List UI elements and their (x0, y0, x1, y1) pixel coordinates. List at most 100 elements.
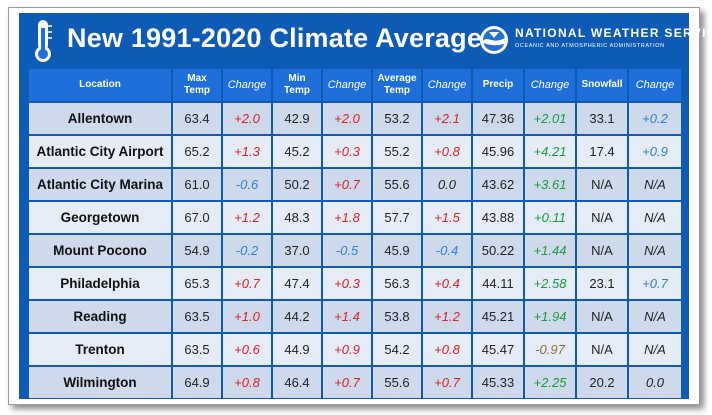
location-cell: Wilmington (29, 367, 171, 398)
avg-temp-cell: 53.8 (373, 301, 421, 332)
table-row: Atlantic City Airport 65.2 +1.3 45.2 +0.3 55.… (29, 136, 681, 167)
precip-cell: 47.36 (473, 103, 523, 134)
min-temp-cell: 47.4 (273, 268, 321, 299)
table-row: Philadelphia 65.3 +0.7 47.4 +0.3 56.3 +0.4 44.1… (29, 268, 681, 299)
min-temp-cell: 37.0 (273, 235, 321, 266)
min-temp-change-cell: +0.7 (323, 169, 371, 200)
snowfall-change-cell: 0.0 (629, 367, 681, 398)
table-header-row: Location Max Temp Change Min Temp Change Aver… (29, 69, 681, 101)
max-temp-cell: 65.2 (173, 136, 221, 167)
precip-change-cell: +4.21 (525, 136, 575, 167)
climate-panel: New 1991-2020 Climate Averages NATIONAL … (19, 13, 712, 400)
precip-change-cell: +2.01 (525, 103, 575, 134)
avg-temp-cell: 55.2 (373, 136, 421, 167)
precip-change-cell: +2.58 (525, 268, 575, 299)
precip-change-cell: +1.94 (525, 301, 575, 332)
avg-temp-change-cell: +0.8 (423, 136, 471, 167)
snowfall-cell: 33.1 (577, 103, 627, 134)
avg-temp-cell: 56.3 (373, 268, 421, 299)
column-header: Location (29, 69, 171, 101)
snowfall-cell: N/A (577, 334, 627, 365)
column-header: Min Temp (273, 69, 321, 101)
precip-cell: 45.96 (473, 136, 523, 167)
snowfall-change-cell: N/A (629, 235, 681, 266)
snowfall-cell: N/A (577, 301, 627, 332)
column-header: Change (223, 69, 271, 101)
max-temp-cell: 63.5 (173, 334, 221, 365)
max-temp-change-cell: +0.6 (223, 334, 271, 365)
max-temp-cell: 67.0 (173, 202, 221, 233)
precip-cell: 45.33 (473, 367, 523, 398)
header: New 1991-2020 Climate Averages NATIONAL … (19, 13, 712, 65)
location-cell: Georgetown (29, 202, 171, 233)
location-cell: Mount Pocono (29, 235, 171, 266)
min-temp-change-cell: -0.5 (323, 235, 371, 266)
min-temp-cell: 44.2 (273, 301, 321, 332)
avg-temp-cell: 54.2 (373, 334, 421, 365)
max-temp-cell: 64.9 (173, 367, 221, 398)
climate-table: Location Max Temp Change Min Temp Change Aver… (27, 67, 683, 400)
table-body: Allentown 63.4 +2.0 42.9 +2.0 53.2 +2.1 47.36 +2… (29, 103, 681, 398)
avg-temp-cell: 55.6 (373, 367, 421, 398)
min-temp-cell: 45.2 (273, 136, 321, 167)
max-temp-cell: 54.9 (173, 235, 221, 266)
precip-change-cell: +2.25 (525, 367, 575, 398)
min-temp-change-cell: +0.7 (323, 367, 371, 398)
max-temp-change-cell: +0.8 (223, 367, 271, 398)
snowfall-cell: 20.2 (577, 367, 627, 398)
avg-temp-change-cell: +1.5 (423, 202, 471, 233)
location-cell: Philadelphia (29, 268, 171, 299)
table-row: Trenton 63.5 +0.6 44.9 +0.9 54.2 +0.8 45.47 -0.9… (29, 334, 681, 365)
precip-change-cell: +3.61 (525, 169, 575, 200)
min-temp-cell: 46.4 (273, 367, 321, 398)
table-row: Reading 63.5 +1.0 44.2 +1.4 53.8 +1.2 45.21 +1.9… (29, 301, 681, 332)
table-row: Atlantic City Marina 61.0 -0.6 50.2 +0.7 55.6… (29, 169, 681, 200)
avg-temp-change-cell: -0.4 (423, 235, 471, 266)
table-row: Wilmington 64.9 +0.8 46.4 +0.7 55.6 +0.7 45.33 +… (29, 367, 681, 398)
column-header: Change (423, 69, 471, 101)
avg-temp-change-cell: +0.4 (423, 268, 471, 299)
precip-cell: 43.88 (473, 202, 523, 233)
max-temp-cell: 63.5 (173, 301, 221, 332)
snowfall-cell: N/A (577, 169, 627, 200)
page-title: New 1991-2020 Climate Averages (67, 23, 498, 53)
location-cell: Trenton (29, 334, 171, 365)
avg-temp-change-cell: 0.0 (423, 169, 471, 200)
avg-temp-change-cell: +1.2 (423, 301, 471, 332)
column-header: Average Temp (373, 69, 421, 101)
min-temp-cell: 48.3 (273, 202, 321, 233)
avg-temp-change-cell: +0.8 (423, 334, 471, 365)
thermometer-icon (35, 20, 52, 62)
max-temp-change-cell: -0.6 (223, 169, 271, 200)
agency-subtitle: OCEANIC AND ATMOSPHERIC ADMINISTRATION (515, 43, 665, 49)
column-header: Change (323, 69, 371, 101)
precip-cell: 45.47 (473, 334, 523, 365)
precip-change-cell: +0.11 (525, 202, 575, 233)
snowfall-change-cell: +0.9 (629, 136, 681, 167)
snowfall-change-cell: +0.2 (629, 103, 681, 134)
snowfall-cell: 17.4 (577, 136, 627, 167)
column-header: Max Temp (173, 69, 221, 101)
max-temp-change-cell: +0.7 (223, 268, 271, 299)
avg-temp-cell: 57.7 (373, 202, 421, 233)
location-cell: Reading (29, 301, 171, 332)
snowfall-cell: 23.1 (577, 268, 627, 299)
min-temp-change-cell: +0.3 (323, 268, 371, 299)
climate-card: New 1991-2020 Climate Averages NATIONAL … (8, 7, 712, 405)
snowfall-change-cell: N/A (629, 334, 681, 365)
min-temp-change-cell: +0.9 (323, 334, 371, 365)
max-temp-cell: 65.3 (173, 268, 221, 299)
precip-cell: 45.21 (473, 301, 523, 332)
location-cell: Atlantic City Airport (29, 136, 171, 167)
snowfall-cell: N/A (577, 235, 627, 266)
location-cell: Allentown (29, 103, 171, 134)
min-temp-cell: 50.2 (273, 169, 321, 200)
location-cell: Atlantic City Marina (29, 169, 171, 200)
max-temp-change-cell: +1.0 (223, 301, 271, 332)
min-temp-change-cell: +2.0 (323, 103, 371, 134)
avg-temp-change-cell: +2.1 (423, 103, 471, 134)
precip-change-cell: +1.44 (525, 235, 575, 266)
min-temp-change-cell: +1.4 (323, 301, 371, 332)
precip-cell: 44.11 (473, 268, 523, 299)
avg-temp-cell: 53.2 (373, 103, 421, 134)
